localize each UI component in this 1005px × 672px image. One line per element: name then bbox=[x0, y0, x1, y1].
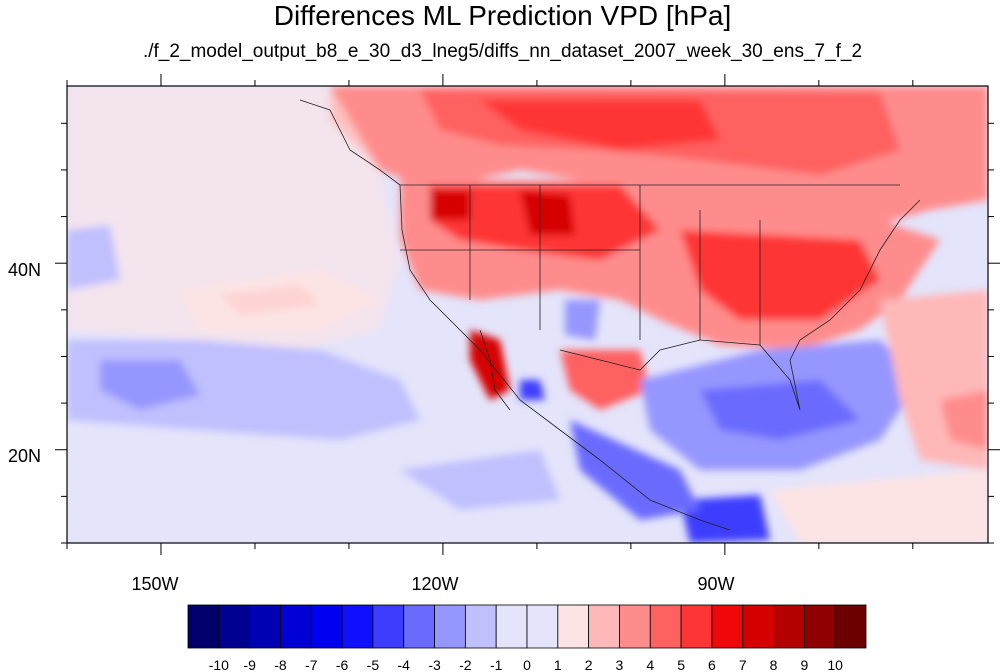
colorbar-label: 5 bbox=[677, 657, 685, 672]
x-tick-150W: 150W bbox=[131, 574, 178, 594]
axis-ticks bbox=[55, 74, 1000, 555]
colorbar-swatch bbox=[187, 604, 220, 649]
colorbar-swatch bbox=[557, 604, 590, 649]
x-tick-90W: 90W bbox=[697, 574, 734, 594]
chart-subtitle: ./f_2_model_output_b8_e_30_d3_lneg5/diff… bbox=[142, 41, 863, 62]
colorbar-swatch bbox=[464, 604, 497, 649]
colorbar-label: 2 bbox=[585, 657, 593, 672]
colorbar-label: 4 bbox=[646, 657, 654, 672]
y-tick-20N: 20N bbox=[8, 446, 41, 466]
colorbar-swatch bbox=[588, 604, 620, 649]
colorbar-label: 0 bbox=[523, 657, 531, 672]
chart-title: Differences ML Prediction VPD [hPa] bbox=[273, 0, 732, 31]
coastline-overlay bbox=[299, 99, 921, 531]
colorbar-label: -4 bbox=[398, 657, 411, 672]
map-frame bbox=[66, 85, 989, 544]
colorbar-label: 8 bbox=[770, 657, 778, 672]
colorbar-label: -5 bbox=[367, 657, 380, 672]
colorbar-swatch bbox=[773, 604, 805, 649]
colorbar-swatch bbox=[372, 604, 405, 649]
colorbar-label: -2 bbox=[459, 657, 472, 672]
colorbar-label: 3 bbox=[616, 657, 624, 672]
colorbar-swatch bbox=[526, 604, 559, 649]
colorbar-label: 9 bbox=[800, 657, 808, 672]
colorbar-swatch bbox=[249, 604, 281, 649]
colorbar-label: -8 bbox=[274, 657, 287, 672]
colorbar-swatch bbox=[403, 604, 435, 649]
colorbar-swatch bbox=[619, 604, 651, 649]
colorbar-label: -1 bbox=[490, 657, 503, 672]
colorbar-swatch bbox=[803, 604, 836, 649]
colorbar-swatch bbox=[742, 604, 774, 649]
colorbar-label: -7 bbox=[305, 657, 318, 672]
colorbar-swatch bbox=[280, 604, 312, 649]
colorbar-swatch bbox=[834, 604, 867, 649]
colorbar-label: -6 bbox=[336, 657, 349, 672]
colorbar-swatch bbox=[218, 604, 251, 649]
colorbar-label: 7 bbox=[739, 657, 747, 672]
colorbar-swatch bbox=[434, 604, 466, 649]
colorbar-label: 1 bbox=[554, 657, 562, 672]
colorbar: -10 -9 -8 -7 -6 -5 -4 -3 -2 -1 0 1 2 3 4 5 6 7 8 9 10 bbox=[187, 604, 867, 672]
y-tick-40N: 40N bbox=[8, 260, 41, 280]
colorbar-swatch bbox=[680, 604, 713, 649]
colorbar-swatch bbox=[711, 604, 744, 649]
colorbar-label: -3 bbox=[428, 657, 441, 672]
colorbar-swatch bbox=[310, 604, 343, 649]
colorbar-label: -9 bbox=[243, 657, 256, 672]
colorbar-swatch bbox=[649, 604, 682, 649]
colorbar-swatch bbox=[341, 604, 374, 649]
colorbar-label: -10 bbox=[209, 657, 229, 672]
vpd-difference-field bbox=[67, 86, 988, 543]
colorbar-label: 10 bbox=[827, 657, 843, 672]
colorbar-swatch bbox=[495, 604, 528, 649]
x-tick-120W: 120W bbox=[411, 574, 458, 594]
colorbar-label: 6 bbox=[708, 657, 716, 672]
